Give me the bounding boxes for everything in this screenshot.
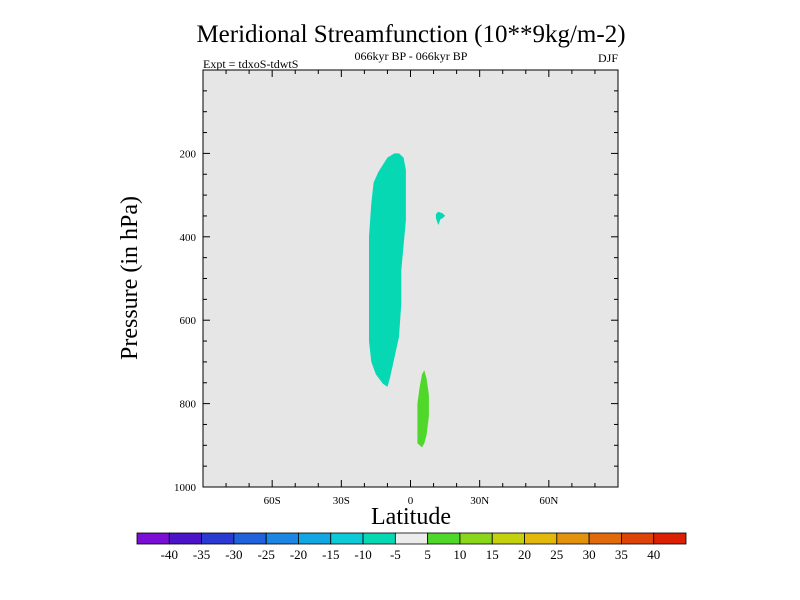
x-tick-labels: 60S 30S 0 30N 60N: [264, 495, 559, 507]
colorbar-label: 30: [583, 547, 596, 562]
y-axis-label: Pressure (in hPa): [117, 196, 143, 360]
negative-cell-region: [369, 153, 406, 387]
colorbar-label: -5: [390, 547, 401, 562]
colorbar-swatch: [265, 532, 299, 545]
colorbar-swatch: [556, 532, 590, 545]
colorbar-label: 20: [518, 547, 531, 562]
colorbar-label: -40: [161, 547, 178, 562]
colorbar-swatch: [588, 532, 622, 545]
colorbar-label: -20: [290, 547, 307, 562]
colorbar-swatch: [362, 532, 396, 545]
y-tick-label: 800: [180, 399, 197, 411]
colorbar-label: -30: [225, 547, 242, 562]
contour-regions: [369, 153, 446, 448]
colorbar-label: -10: [354, 547, 371, 562]
time-range-label: 066kyr BP - 066kyr BP: [355, 49, 468, 63]
y-tick-label: 400: [180, 232, 197, 244]
colorbar-swatch: [621, 532, 655, 545]
plot-frame: [202, 69, 619, 488]
colorbar-label: -25: [258, 547, 275, 562]
colorbar-label: 15: [486, 547, 499, 562]
colorbar-swatch: [168, 532, 202, 545]
colorbar-swatch: [330, 532, 364, 545]
colorbar-swatch: [298, 532, 332, 545]
season-label: DJF: [598, 51, 618, 65]
x-tick-label: 0: [408, 495, 414, 507]
colorbar-labels: -40 -35 -30 -25 -20 -15 -10 -5 5 10 15 20 25 30 35 40: [161, 547, 661, 562]
y-tick-label: 600: [180, 315, 197, 327]
x-tick-label: 60N: [539, 495, 558, 507]
x-tick-label: 30S: [333, 495, 350, 507]
colorbar-label: 35: [615, 547, 628, 562]
negative-blob-region: [435, 211, 446, 226]
chart-title: Meridional Streamfunction (10**9kg/m-2): [196, 21, 625, 48]
colorbar-swatch: [524, 532, 558, 545]
colorbar-swatch: [491, 532, 525, 545]
x-tick-label: 60S: [264, 495, 281, 507]
y-tick-label: 1000: [174, 482, 197, 494]
colorbar: [136, 532, 687, 545]
x-tick-label: 30N: [470, 495, 489, 507]
colorbar-swatch: [653, 532, 687, 545]
colorbar-swatch: [459, 532, 493, 545]
y-tick-labels: 200 400 600 800 1000: [174, 148, 197, 494]
colorbar-swatch: [427, 532, 461, 545]
y-tick-label: 200: [180, 148, 197, 160]
colorbar-swatch: [233, 532, 267, 545]
positive-cell-region: [417, 370, 429, 448]
colorbar-label: 25: [550, 547, 563, 562]
plot-background: [203, 70, 618, 487]
colorbar-swatch: [394, 532, 429, 545]
colorbar-label: 40: [647, 547, 660, 562]
colorbar-label: -35: [193, 547, 210, 562]
colorbar-swatch: [201, 532, 235, 545]
experiment-label: Expt = tdxoS-tdwtS: [203, 57, 298, 71]
colorbar-swatch: [136, 532, 170, 545]
colorbar-label: 10: [453, 547, 466, 562]
colorbar-label: 5: [424, 547, 431, 562]
colorbar-label: -15: [322, 547, 339, 562]
x-axis-label: Latitude: [371, 504, 451, 530]
